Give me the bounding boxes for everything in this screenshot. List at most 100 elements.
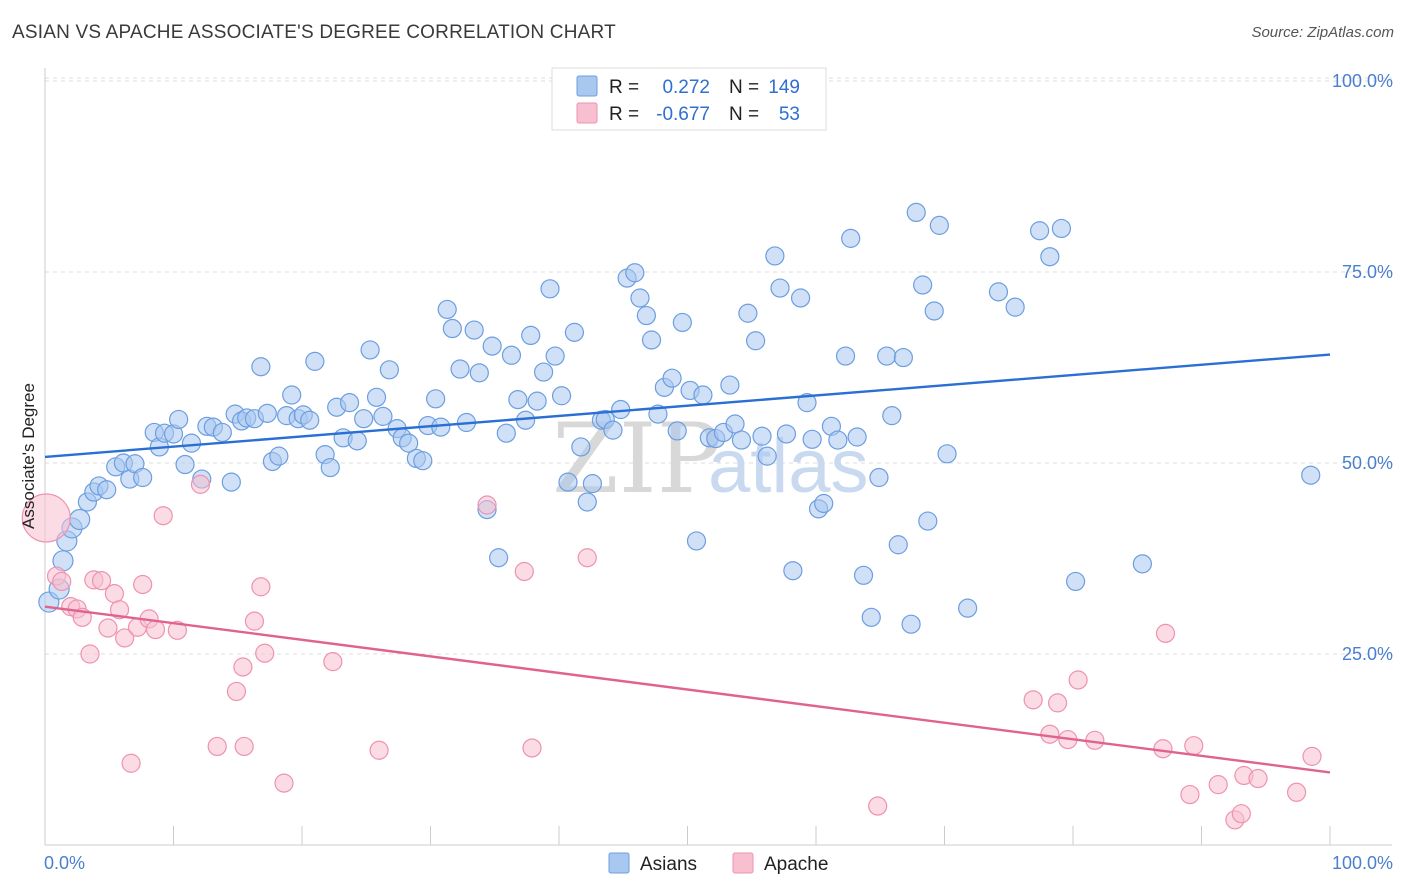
apache-point-27 xyxy=(255,643,275,663)
x-tick-label-100: 100.0% xyxy=(1332,853,1393,873)
asian-point-32 xyxy=(257,403,277,423)
apache-point-19 xyxy=(167,620,187,640)
asian-point-42 xyxy=(320,457,340,478)
asian-point-14 xyxy=(133,467,153,488)
asian-point-51 xyxy=(379,360,399,380)
asian-point-67 xyxy=(482,336,502,356)
asian-point-50 xyxy=(373,406,393,426)
asian-point-79 xyxy=(558,472,578,492)
asian-point-121 xyxy=(828,430,848,450)
apache-point-29 xyxy=(323,652,343,672)
asian-point-45 xyxy=(339,393,360,413)
chart-source: Source: ZipAtlas.com xyxy=(1251,24,1394,41)
asian-point-128 xyxy=(877,346,897,366)
legend-bottom-label-asians: Asians xyxy=(640,854,697,875)
asian-point-130 xyxy=(888,535,908,555)
legend-bottom-swatch-apache xyxy=(732,852,754,874)
asian-point-82 xyxy=(577,492,597,512)
asian-point-25 xyxy=(212,422,232,443)
watermark-zip: ZIP xyxy=(552,403,721,515)
asian-point-117 xyxy=(802,429,822,449)
apache-point-28 xyxy=(274,773,294,793)
apache-point-34 xyxy=(577,548,597,568)
asian-point-140 xyxy=(988,282,1009,302)
asian-point-75 xyxy=(533,362,554,382)
y-tick-label-50: 50.0% xyxy=(1342,453,1393,473)
asian-point-70 xyxy=(501,345,522,365)
legend-r-label-asians: R = xyxy=(609,77,639,98)
asian-point-123 xyxy=(841,228,861,248)
asian-point-137 xyxy=(929,215,949,235)
asian-point-100 xyxy=(693,385,713,405)
asian-point-110 xyxy=(757,446,777,466)
asian-point-95 xyxy=(662,368,682,388)
apache-point-17 xyxy=(145,619,166,640)
asian-point-143 xyxy=(1040,247,1060,267)
asian-point-39 xyxy=(300,410,320,430)
asian-point-20 xyxy=(175,454,195,475)
asian-point-138 xyxy=(937,444,957,464)
asian-point-80 xyxy=(564,322,585,342)
apache-point-42 xyxy=(1153,739,1173,759)
asian-point-59 xyxy=(431,417,451,437)
asian-point-36 xyxy=(282,385,302,405)
asian-point-58 xyxy=(426,389,446,409)
asian-point-131 xyxy=(893,347,913,368)
y-tick-label-75: 75.0% xyxy=(1342,262,1393,282)
asian-point-77 xyxy=(545,346,565,366)
apache-point-38 xyxy=(1047,693,1068,713)
y-axis-title: Associate's Degree xyxy=(19,383,38,529)
apache-point-10 xyxy=(104,584,124,604)
apache-point-23 xyxy=(233,657,253,677)
asian-point-105 xyxy=(725,414,745,434)
y-tick-label-25: 25.0% xyxy=(1342,644,1393,664)
asian-point-134 xyxy=(913,275,933,295)
apache-point-37 xyxy=(1040,724,1060,744)
apache-point-51 xyxy=(1286,782,1307,802)
apache-point-30 xyxy=(369,740,389,760)
apache-point-15 xyxy=(133,574,153,595)
asian-point-139 xyxy=(958,598,978,618)
asian-point-56 xyxy=(413,451,433,471)
asian-point-92 xyxy=(641,330,662,350)
legend-top: R = 0.272 N = 149 R = -0.677 N = 53 xyxy=(551,67,827,131)
asian-point-74 xyxy=(527,391,547,411)
apache-trend-line xyxy=(44,605,1331,774)
asian-point-147 xyxy=(1301,465,1321,485)
asian-point-141 xyxy=(1005,297,1025,317)
asian-point-107 xyxy=(738,303,758,323)
asian-point-109 xyxy=(752,426,772,446)
asian-point-34 xyxy=(269,446,289,466)
asian-point-104 xyxy=(720,375,740,395)
asian-point-83 xyxy=(582,474,603,494)
legend-swatch-asians xyxy=(576,75,598,97)
asian-point-126 xyxy=(861,607,881,627)
asian-point-86 xyxy=(603,420,623,440)
asian-point-99 xyxy=(686,531,707,551)
asian-point-76 xyxy=(540,279,560,299)
legend-r-value-asians: 0.272 xyxy=(662,77,710,98)
asian-point-122 xyxy=(835,346,856,366)
asian-point-60 xyxy=(437,299,457,320)
asian-point-68 xyxy=(489,548,509,568)
asian-point-61 xyxy=(442,318,462,339)
asian-point-54 xyxy=(399,433,419,453)
asian-point-133 xyxy=(906,202,926,223)
apache-point-36 xyxy=(1023,690,1043,710)
asian-point-119 xyxy=(814,493,834,514)
asians-trend-line xyxy=(44,353,1331,459)
asian-point-108 xyxy=(746,331,766,351)
asian-point-31 xyxy=(251,357,271,377)
legend-bottom-swatch-asians xyxy=(608,852,630,874)
asian-point-132 xyxy=(901,614,921,634)
chart-title: ASIAN VS APACHE ASSOCIATE'S DEGREE CORRE… xyxy=(12,22,616,43)
asian-point-90 xyxy=(630,288,650,308)
apache-point-33 xyxy=(522,738,542,758)
apache-point-12 xyxy=(115,628,135,648)
asian-point-26 xyxy=(221,472,241,492)
asian-point-81 xyxy=(571,437,591,457)
apache-point-9 xyxy=(98,618,118,638)
apache-point-8 xyxy=(91,571,112,591)
apache-point-11 xyxy=(109,600,130,620)
asian-point-64 xyxy=(464,320,484,340)
